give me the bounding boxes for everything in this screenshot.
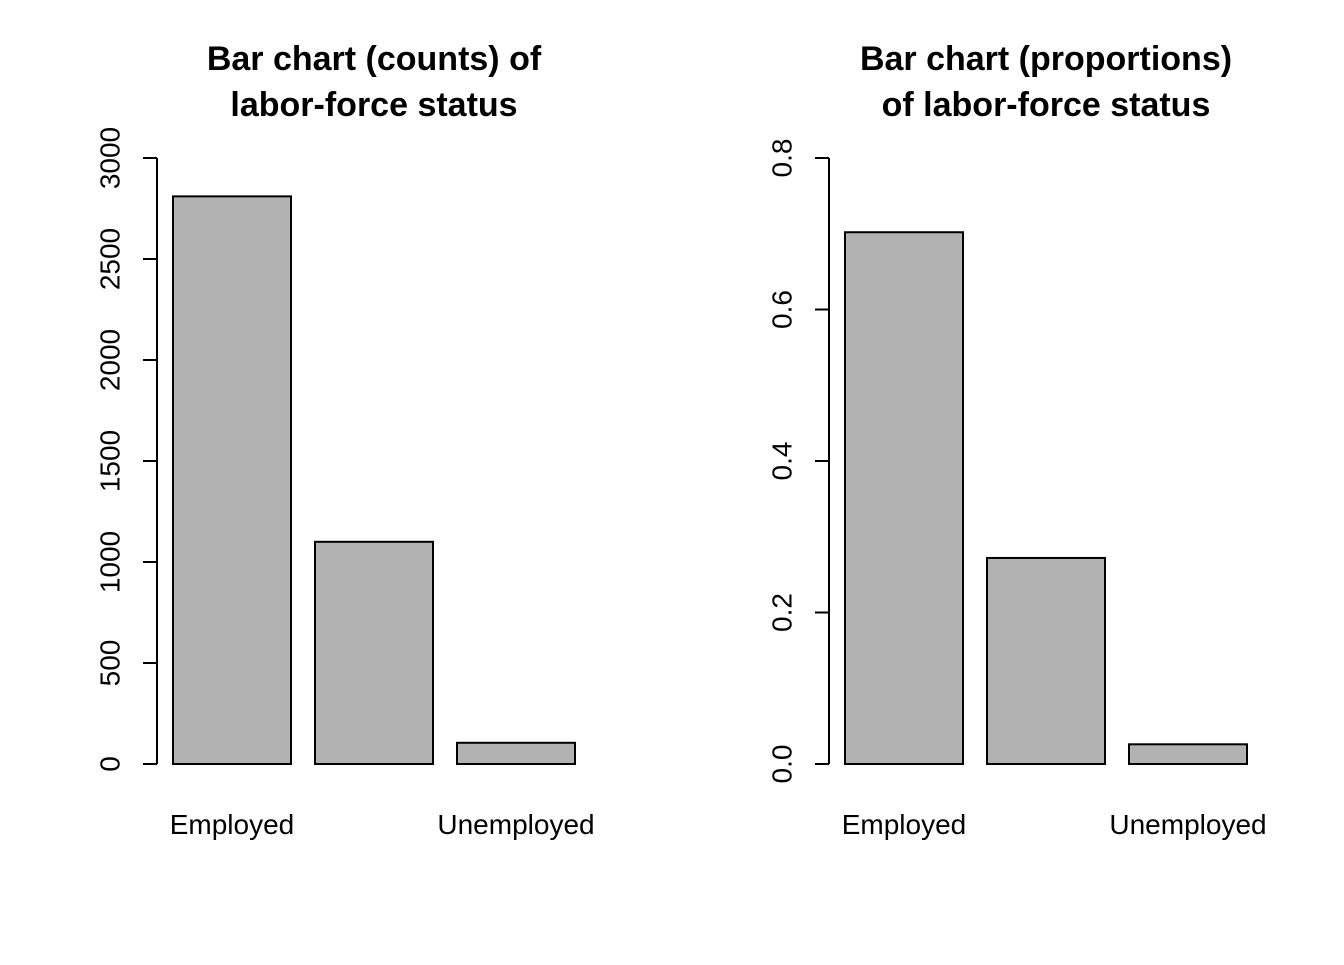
y-tick-label: 3000	[95, 127, 126, 189]
bar-0	[172, 195, 292, 765]
y-tick-label: 2000	[95, 329, 126, 391]
panel-counts: Bar chart (counts) of labor-force status 0…	[95, 40, 595, 840]
y-tick-label: 2500	[95, 228, 126, 290]
category-label: Unemployed	[437, 809, 594, 840]
y-tick-label: 1000	[95, 531, 126, 593]
category-label: Unemployed	[1109, 809, 1266, 840]
bar-0	[844, 231, 964, 766]
chart-title-line-2: labor-force status	[230, 86, 517, 124]
bar-1	[314, 540, 434, 765]
category-label: Employed	[170, 809, 295, 840]
bar-2	[456, 741, 576, 765]
panel-proportions: Bar chart (proportions) of labor-force st…	[767, 40, 1267, 840]
y-tick-label: 0.8	[767, 139, 798, 178]
chart-title-line-1: Bar chart (counts) of	[207, 40, 542, 78]
bar-1	[986, 556, 1106, 766]
bar-2	[1128, 743, 1248, 765]
y-tick-label: 0.2	[767, 593, 798, 632]
y-tick-label: 500	[95, 640, 126, 687]
y-tick-label: 0.4	[767, 442, 798, 481]
chart-title-line-2: of labor-force status	[882, 86, 1211, 124]
y-tick-label: 0.0	[767, 745, 798, 784]
category-label: Employed	[842, 809, 967, 840]
y-tick-label: 0.6	[767, 290, 798, 329]
y-tick-label: 0	[95, 756, 126, 772]
chart-title-line-1: Bar chart (proportions)	[860, 40, 1232, 78]
y-tick-label: 1500	[95, 430, 126, 492]
